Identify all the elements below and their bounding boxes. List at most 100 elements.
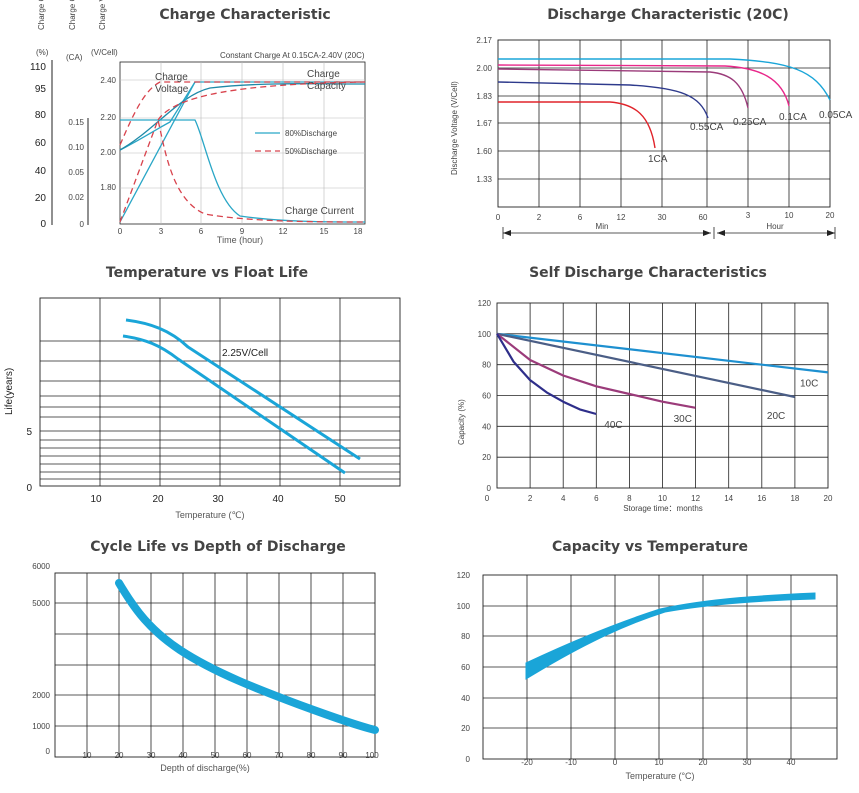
float-plot xyxy=(39,297,401,487)
self-discharge-series-labels: 10C 20C 30C 40C xyxy=(604,378,818,431)
float-title: Temperature vs Float Life xyxy=(106,265,308,281)
discharge-x-tick: 60 xyxy=(699,213,708,222)
capacity-temp-y-tick: 0 xyxy=(466,755,471,764)
self-discharge-chart: Self Discharge Characteristics Capacity … xyxy=(430,255,859,525)
float-x-tick: 50 xyxy=(334,494,346,505)
charge-capacity-ticks: 110 95 80 60 40 20 0 xyxy=(30,62,46,230)
capacity-temp-x-tick: -20 xyxy=(521,758,533,767)
capacity-tick: 110 xyxy=(30,62,46,73)
cycle-x-tick: 20 xyxy=(115,751,124,760)
self-discharge-y-tick: 0 xyxy=(487,484,492,493)
discharge-y-tick: 1.83 xyxy=(476,92,492,101)
cycle-y-tick: 5000 xyxy=(32,599,50,608)
charge-x-tick: 15 xyxy=(320,227,329,236)
discharge-chart: Discharge Characteristic (20C) Discharge… xyxy=(430,0,859,255)
self-discharge-y-tick: 80 xyxy=(482,361,491,370)
charge-plot xyxy=(119,61,366,225)
current-tick: 0.05 xyxy=(68,168,84,177)
discharge-y-tick: 1.67 xyxy=(476,119,492,128)
self-discharge-label-30c: 30C xyxy=(674,414,692,425)
cycle-y-tick: 6000 xyxy=(32,562,50,571)
capacity-temp-plot xyxy=(482,574,838,760)
discharge-xlabel-min: Min xyxy=(596,222,609,231)
self-discharge-y-tick: 40 xyxy=(482,422,491,431)
capacity-temp-x-tick: 30 xyxy=(743,758,752,767)
capacity-temp-x-tick: 10 xyxy=(655,758,664,767)
capacity-temp-x-tick: -10 xyxy=(565,758,577,767)
cycle-x-tick: 90 xyxy=(339,751,348,760)
self-discharge-y-tick: 100 xyxy=(478,330,492,339)
float-y-ticks: 5 0 xyxy=(26,427,32,494)
self-discharge-y-tick: 20 xyxy=(482,453,491,462)
float-x-tick: 10 xyxy=(90,494,102,505)
charge-ramp-80-curve xyxy=(119,81,196,223)
voltage-tick: 2.00 xyxy=(100,148,116,157)
self-discharge-x-ticks: 0 2 4 6 8 10 12 14 16 18 20 xyxy=(485,494,833,503)
float-xlabel: Temperature (℃) xyxy=(175,510,244,520)
capacity-temp-y-tick: 40 xyxy=(461,694,470,703)
discharge-plot xyxy=(497,39,831,208)
float-band-label: 2.25V/Cell xyxy=(222,348,268,359)
charge-voltage-label: Charge xyxy=(155,72,188,83)
self-discharge-label-10c: 10C xyxy=(800,378,818,389)
voltage-tick: 1.80 xyxy=(100,183,116,192)
discharge-y-tick: 1.33 xyxy=(476,175,492,184)
self-discharge-x-tick: 10 xyxy=(658,494,667,503)
cycle-x-ticks: 10 20 30 40 50 60 70 80 90 100 xyxy=(83,751,380,760)
capacity-temp-x-tick: 0 xyxy=(613,758,618,767)
capacity-temp-y-tick: 120 xyxy=(457,571,471,580)
charge-title: Charge Characteristic xyxy=(159,7,330,23)
cycle-x-tick: 100 xyxy=(365,751,379,760)
capacity-temp-chart: Capacity vs Temperature 120 100 80 60 40… xyxy=(430,525,859,788)
cycle-y-tick: 0 xyxy=(46,747,51,756)
current-tick: 0.15 xyxy=(68,118,84,127)
float-x-tick: 20 xyxy=(152,494,164,505)
self-discharge-x-tick: 2 xyxy=(528,494,533,503)
self-discharge-label-20c: 20C xyxy=(767,411,785,422)
cycle-title: Cycle Life vs Depth of Discharge xyxy=(90,539,346,555)
label-1ca: 1CA xyxy=(648,154,668,165)
charge-voltage-unit: (V/Cell) xyxy=(91,48,118,57)
float-x-tick: 30 xyxy=(212,494,224,505)
capacity-temp-x-tick: 40 xyxy=(787,758,796,767)
capacity-temp-y-tick: 100 xyxy=(457,602,471,611)
discharge-x-tick: 0 xyxy=(496,213,501,222)
cycle-y-tick: 2000 xyxy=(32,691,50,700)
charge-current-ticks: 0.15 0.10 0.05 0.02 0 xyxy=(68,118,84,229)
voltage-tick: 2.40 xyxy=(100,76,116,85)
charge-xlabel: Time (hour) xyxy=(217,235,263,245)
charge-x-tick: 9 xyxy=(240,227,245,236)
float-y-tick: 0 xyxy=(26,483,32,494)
self-discharge-y-tick: 60 xyxy=(482,392,491,401)
capacity-temp-y-tick: 20 xyxy=(461,724,470,733)
self-discharge-x-tick: 12 xyxy=(691,494,700,503)
charge-voltage-50-curve xyxy=(119,81,365,146)
cycle-x-tick: 50 xyxy=(211,751,220,760)
self-discharge-title: Self Discharge Characteristics xyxy=(529,265,767,281)
capacity-temp-y-tick: 60 xyxy=(461,663,470,672)
discharge-y-tick: 2.00 xyxy=(476,64,492,73)
discharge-curve-01ca xyxy=(497,64,790,107)
label-005ca: 0.05CA xyxy=(819,110,853,121)
charge-x-tick: 3 xyxy=(159,227,164,236)
voltage-tick: 2.20 xyxy=(100,113,116,122)
capacity-tick: 60 xyxy=(35,138,47,149)
self-discharge-line-30c xyxy=(496,332,696,409)
discharge-ylabel: Discharge Voltage (V/Cell) xyxy=(450,81,459,175)
self-discharge-x-tick: 14 xyxy=(724,494,733,503)
self-discharge-x-tick: 20 xyxy=(824,494,833,503)
self-discharge-grid xyxy=(497,303,828,488)
self-discharge-x-tick: 18 xyxy=(790,494,799,503)
capacity-temp-x-tick: 20 xyxy=(699,758,708,767)
cycle-plot xyxy=(54,572,379,758)
self-discharge-label-40c: 40C xyxy=(604,420,622,431)
charge-capacity-50-curve xyxy=(157,81,366,121)
charge-capacity-header: Charge Capacity xyxy=(37,0,46,30)
cycle-y-tick: 1000 xyxy=(32,722,50,731)
discharge-time-scale: Min Hour xyxy=(502,222,836,239)
cycle-xlabel: Depth of discharge(%) xyxy=(160,763,250,773)
self-discharge-x-tick: 6 xyxy=(594,494,599,503)
cycle-x-tick: 30 xyxy=(147,751,156,760)
self-discharge-y-tick: 120 xyxy=(478,299,492,308)
label-01ca: 0.1CA xyxy=(779,112,807,123)
